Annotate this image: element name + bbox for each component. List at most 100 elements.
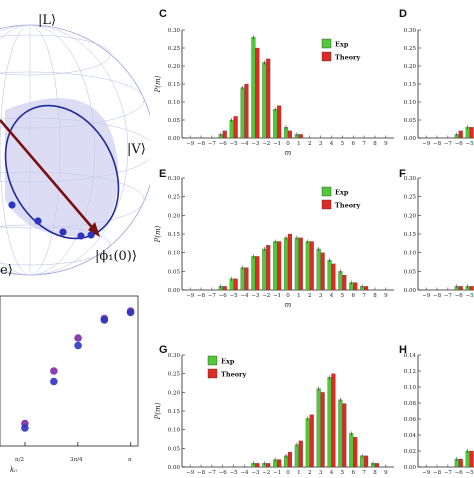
x-tick-label: 8 [373, 470, 377, 474]
panel-f: F0.000.050.100.150.200.250.30−9−8−7−6−5−… [399, 168, 474, 299]
y-axis-label: P(m) [154, 75, 162, 93]
x-tick-label: 6 [351, 293, 355, 299]
bar-exp [262, 248, 267, 291]
panel-e: E0.000.050.100.150.200.250.30−9 −8 −7 −6 −5−… [154, 168, 394, 309]
scatter-tick-label-0: π/2 [15, 457, 24, 463]
y-tick-label: 0.00 [404, 465, 417, 471]
scatter-tick-label-2: π [128, 457, 132, 463]
plane-of-states [5, 98, 119, 237]
x-tick-label: −9 [422, 470, 431, 474]
legend-label-theory: Theory [221, 371, 246, 379]
x-tick-label: 7 [362, 141, 366, 147]
x-tick-label: −7 [444, 293, 453, 299]
x-tick-label: −3 [251, 293, 260, 299]
x-tick-label: 2 [308, 293, 312, 299]
bar-theory [320, 252, 325, 291]
x-tick-label: −7 [208, 470, 217, 474]
x-tick-label: −7 [444, 141, 453, 147]
legend-swatch-theory [321, 51, 332, 62]
x-tick-label: −2 [262, 470, 270, 474]
bar-exp [273, 241, 278, 291]
x-tick-label: 3 [319, 470, 323, 474]
legend-swatch-exp [207, 355, 218, 366]
panel-g: G0.000.050.100.150.200.250.30−9 −8 −7 −6 −5−… [154, 344, 394, 476]
x-tick-label: 9 [384, 470, 388, 474]
bar-theory [266, 58, 271, 139]
scatter-point-blue [126, 308, 135, 317]
bar-exp [316, 388, 321, 468]
y-tick-label: 0.20 [168, 390, 181, 396]
x-tick-label: −3 [251, 470, 260, 474]
trajectory-points [8, 201, 95, 240]
y-tick-label: 0.20 [404, 64, 417, 70]
bar-theory [277, 105, 282, 139]
legend-label-exp: Exp [221, 358, 235, 366]
bar-theory [374, 463, 379, 468]
x-tick-label: 6 [351, 470, 355, 474]
y-tick-label: 0.00 [168, 465, 181, 471]
legend-label-exp: Exp [335, 189, 349, 197]
y-tick-label: 0.10 [168, 428, 181, 434]
y-tick-label: 0.10 [404, 100, 417, 106]
legend-label-exp: Exp [335, 41, 349, 49]
y-tick-label: 0.15 [404, 232, 417, 238]
y-tick-label: 0.10 [168, 251, 181, 257]
y-tick-label: 0.04 [404, 433, 417, 439]
bar-theory [353, 282, 358, 291]
x-tick-label: −8 [197, 470, 206, 474]
bar-theory [255, 256, 260, 291]
x-tick-label: −5 [466, 293, 474, 299]
legend-swatch-exp [321, 186, 332, 197]
bar-theory [331, 263, 336, 291]
x-tick-label: 4 [330, 470, 334, 474]
x-tick-label: 2 [308, 141, 312, 147]
bar-theory [266, 463, 271, 468]
x-tick-label: 9 [384, 293, 388, 299]
bar-theory [277, 459, 282, 468]
x-tick-label: 1 [297, 293, 301, 299]
x-tick-label: 7 [362, 293, 366, 299]
x-tick-label: −8 [433, 293, 442, 299]
bar-exp [327, 260, 332, 291]
bar-theory [469, 286, 474, 291]
bar-theory [458, 458, 463, 468]
y-tick-label: 0.30 [168, 28, 181, 34]
bar-theory [364, 286, 369, 291]
scatter-points [21, 307, 135, 432]
x-tick-label: −6 [455, 293, 464, 299]
y-tick-label: 0.05 [404, 118, 417, 124]
x-tick-label: −7 [208, 293, 217, 299]
bar-theory [469, 450, 474, 468]
x-tick-label: 9 [384, 141, 388, 147]
panel-h: H0.000.020.040.060.080.100.120.14−9 −8 −7−… [399, 344, 474, 476]
x-tick-label: −5 [230, 470, 239, 474]
x-tick-label: −9 [422, 141, 431, 147]
x-tick-label: 2 [308, 470, 312, 474]
y-tick-label: 0.20 [168, 213, 181, 219]
bar-exp [338, 399, 343, 468]
x-tick-label: −9 [186, 293, 195, 299]
state-arrow [0, 119, 97, 233]
y-tick-label: 0.15 [168, 82, 181, 88]
bar-theory [353, 437, 358, 468]
y-tick-label: 0.25 [404, 46, 417, 52]
bar-theory [222, 130, 227, 139]
x-tick-label: 8 [373, 141, 377, 147]
y-axis-label: P(m) [154, 402, 162, 420]
ket-L: |L⟩ [38, 13, 56, 28]
x-axis-label: m [285, 301, 292, 309]
bar-exp [240, 87, 245, 139]
y-tick-label: 0.12 [404, 369, 416, 375]
bar-theory [298, 237, 303, 291]
x-tick-label: −4 [240, 293, 249, 299]
x-tick-label: −5 [230, 293, 239, 299]
legend: Exp Theory [321, 186, 360, 210]
x-tick-label: −5 [466, 141, 474, 147]
scatter-point-blue [50, 377, 58, 386]
panel-letter: H [399, 344, 407, 356]
bar-theory [266, 245, 271, 291]
y-tick-label: 0.25 [168, 372, 181, 378]
bar-theory [244, 267, 249, 291]
